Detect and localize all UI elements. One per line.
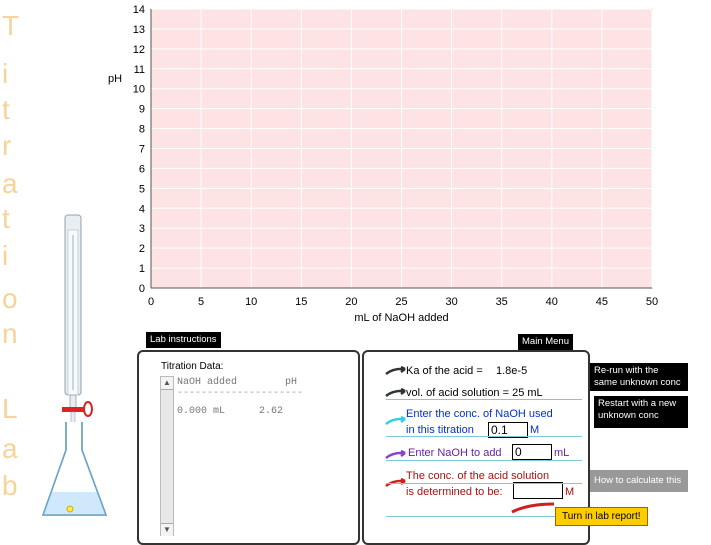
titration-data-panel: Titration Data: ▲ ▼ NaOH added pH ------… bbox=[137, 350, 360, 545]
ka-value: 1.8e-5 bbox=[496, 365, 528, 377]
side-title-letter: L bbox=[2, 393, 18, 424]
burette-flask-apparatus[interactable] bbox=[38, 210, 112, 522]
x-tick-label: 45 bbox=[596, 296, 608, 308]
y-tick-label: 9 bbox=[139, 104, 145, 116]
rerun-button[interactable]: Re-run with the same unknown conc bbox=[590, 363, 688, 391]
y-tick-label: 8 bbox=[139, 124, 145, 136]
divider-line bbox=[386, 399, 582, 400]
side-title-letter: t bbox=[2, 203, 10, 234]
erlenmeyer-flask bbox=[41, 422, 108, 516]
x-tick-label: 30 bbox=[445, 296, 457, 308]
x-tick-label: 10 bbox=[245, 296, 257, 308]
x-tick-label: 25 bbox=[395, 296, 407, 308]
arrow-pen-icon bbox=[385, 366, 406, 375]
side-title-letter: n bbox=[2, 318, 18, 349]
y-tick-label: 0 bbox=[139, 283, 145, 295]
y-tick-label: 10 bbox=[133, 84, 145, 96]
y-axis-label: pH bbox=[108, 73, 122, 85]
naoh-conc-label-1: Enter the conc. of NaOH used bbox=[406, 408, 553, 420]
x-axis-label: mL of NaOH added bbox=[354, 312, 448, 324]
divider-line bbox=[386, 483, 582, 484]
y-tick-label: 4 bbox=[139, 203, 145, 215]
add-naoh-label: Enter NaOH to add bbox=[408, 447, 502, 459]
side-title-letter: b bbox=[2, 470, 18, 501]
scroll-down-icon[interactable]: ▼ bbox=[161, 523, 173, 536]
scroll-up-icon[interactable]: ▲ bbox=[161, 377, 173, 390]
acid-conc-input[interactable] bbox=[513, 482, 563, 499]
naoh-conc-label-2: in this titration bbox=[406, 424, 474, 436]
side-title-letter: r bbox=[2, 130, 12, 161]
side-title-letter: a bbox=[2, 168, 18, 199]
data-scrollbar[interactable]: ▲ ▼ bbox=[160, 376, 174, 536]
col-header-ph: pH bbox=[285, 377, 298, 388]
ka-label: Ka of the acid = bbox=[406, 365, 483, 377]
burette bbox=[64, 214, 82, 410]
data-cell-naoh: 0.000 mL bbox=[177, 406, 226, 417]
volume-label: vol. of acid solution = 25 mL bbox=[406, 387, 543, 399]
y-tick-label: 1 bbox=[139, 263, 145, 275]
naoh-conc-input[interactable]: 0.1 bbox=[488, 422, 528, 438]
y-tick-label: 5 bbox=[139, 183, 145, 195]
red-arrow-icon bbox=[511, 502, 555, 514]
side-title-letter: T bbox=[2, 10, 20, 41]
turn-in-report-button[interactable]: Turn in lab report! bbox=[555, 507, 648, 526]
data-cell-ph: 2.62 bbox=[259, 406, 284, 417]
side-title-letter: i bbox=[2, 240, 9, 271]
titration-data-title: Titration Data: bbox=[161, 361, 224, 372]
divider-line bbox=[386, 436, 582, 437]
how-to-calculate-button[interactable]: How to calculate this bbox=[590, 470, 688, 492]
acid-conc-label-2: is determined to be: bbox=[406, 486, 503, 498]
y-tick-label: 2 bbox=[139, 243, 145, 255]
add-naoh-input[interactable]: 0 bbox=[512, 444, 552, 460]
add-naoh-unit: mL bbox=[554, 447, 570, 459]
header-separator: --------------------- bbox=[177, 388, 304, 399]
acid-conc-unit: M bbox=[565, 486, 575, 498]
naoh-conc-unit: M bbox=[530, 424, 540, 436]
main-menu-button[interactable]: Main Menu bbox=[518, 334, 573, 350]
side-title-letter: i bbox=[2, 58, 9, 89]
divider-line bbox=[386, 516, 582, 517]
arrow-pen-icon bbox=[385, 388, 406, 397]
y-tick-label: 11 bbox=[134, 64, 145, 76]
arrow-pen-icon bbox=[385, 450, 406, 459]
x-tick-label: 15 bbox=[295, 296, 307, 308]
restart-button[interactable]: Restart with a new unknown conc bbox=[594, 396, 688, 428]
x-tick-label: 35 bbox=[496, 296, 508, 308]
lab-instructions-button[interactable]: Lab instructions bbox=[146, 332, 221, 348]
y-tick-label: 12 bbox=[133, 44, 145, 56]
y-tick-label: 7 bbox=[139, 144, 145, 156]
x-tick-label: 50 bbox=[646, 296, 658, 308]
stopcock-valve[interactable] bbox=[62, 401, 93, 417]
y-tick-label: 13 bbox=[133, 24, 145, 36]
y-tick-label: 6 bbox=[139, 163, 145, 175]
x-tick-label: 20 bbox=[345, 296, 357, 308]
col-header-naoh: NaOH added bbox=[177, 377, 238, 388]
y-tick-label: 3 bbox=[139, 223, 145, 235]
side-title-letter: a bbox=[2, 433, 18, 464]
x-tick-label: 5 bbox=[198, 296, 204, 308]
stir-bar bbox=[66, 505, 74, 513]
titration-input-panel: Ka of the acid = 1.8e-5 vol. of acid sol… bbox=[362, 350, 590, 545]
y-tick-label: 14 bbox=[133, 4, 145, 16]
arrow-pen-icon bbox=[385, 416, 406, 425]
acid-conc-label-1: The conc. of the acid solution bbox=[406, 470, 550, 482]
side-title-letter: o bbox=[2, 283, 18, 314]
x-tick-label: 0 bbox=[148, 296, 154, 308]
divider-line bbox=[386, 460, 582, 461]
x-tick-label: 40 bbox=[546, 296, 558, 308]
side-title-letter: t bbox=[2, 94, 10, 125]
